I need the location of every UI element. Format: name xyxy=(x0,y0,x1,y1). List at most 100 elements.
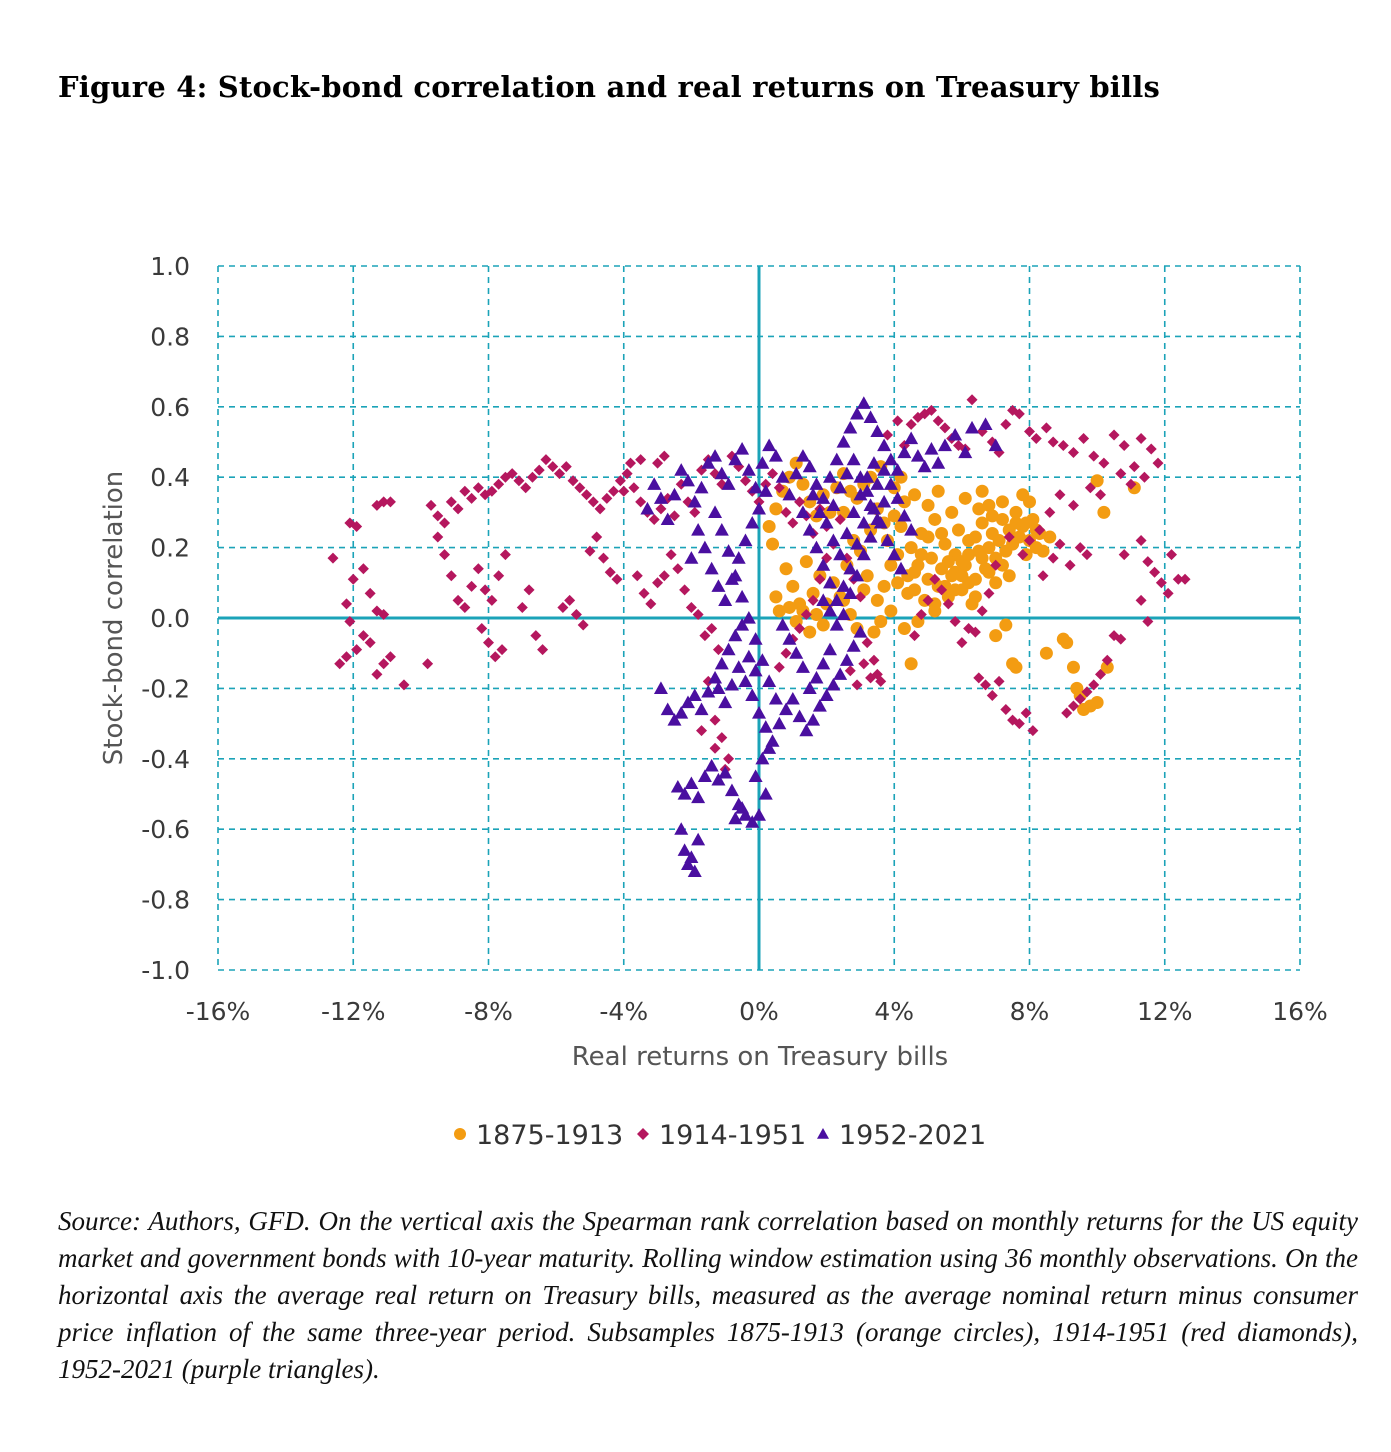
data-point-diamond xyxy=(347,573,359,585)
data-point-triangle xyxy=(843,420,858,434)
data-point-circle xyxy=(975,484,989,498)
data-point-triangle xyxy=(745,515,760,529)
data-point-triangle xyxy=(721,642,736,656)
data-point-diamond xyxy=(570,608,582,620)
data-point-diamond xyxy=(773,482,785,494)
data-point-circle xyxy=(985,509,999,523)
data-point-triangle xyxy=(863,410,878,423)
data-point-diamond xyxy=(493,570,505,582)
y-tick-label: -0.4 xyxy=(141,745,190,774)
data-point-triangle xyxy=(792,709,807,723)
data-point-circle xyxy=(867,625,881,639)
data-point-triangle xyxy=(687,864,702,878)
data-point-circle xyxy=(772,604,786,618)
data-point-circle xyxy=(1036,544,1050,558)
data-point-triangle xyxy=(748,480,763,494)
data-points xyxy=(327,394,1191,878)
data-point-diamond xyxy=(1067,447,1079,459)
data-point-diamond xyxy=(1067,700,1079,712)
data-point-triangle xyxy=(670,779,685,793)
data-point-triangle xyxy=(748,769,763,782)
data-point-triangle xyxy=(697,769,712,782)
data-point-circle xyxy=(962,548,976,562)
data-point-diamond xyxy=(526,471,538,483)
data-point-diamond xyxy=(706,623,718,635)
data-point-diamond xyxy=(1013,408,1025,420)
data-point-diamond xyxy=(685,601,697,613)
data-point-triangle xyxy=(894,561,909,575)
data-point-triangle xyxy=(873,515,888,529)
data-point-triangle xyxy=(758,787,773,800)
data-point-diamond xyxy=(520,482,532,494)
data-point-diamond xyxy=(459,601,471,613)
data-point-diamond xyxy=(472,482,484,494)
data-point-circle xyxy=(874,615,888,629)
y-tick-label: -1.0 xyxy=(141,956,190,985)
legend-label: 1952-2021 xyxy=(839,1120,986,1151)
scatter-chart: 1.0 0.8 0.6 0.4 0.2 0.0 -0.2 -0.4 -0.6 -0.8 -1.0 -… xyxy=(99,252,1328,1151)
data-point-diamond xyxy=(679,584,691,596)
data-point-diamond xyxy=(591,531,603,543)
data-point-triangle xyxy=(691,832,706,846)
legend-label: 1914-1951 xyxy=(659,1120,806,1151)
data-point-diamond xyxy=(689,506,701,518)
data-point-diamond xyxy=(1061,707,1073,719)
data-point-circle xyxy=(968,590,982,604)
data-point-circle xyxy=(982,498,996,512)
data-point-triangle xyxy=(823,642,838,656)
data-point-triangle xyxy=(724,677,739,691)
data-point-triangle xyxy=(711,681,726,694)
data-point-triangle xyxy=(812,505,827,518)
data-point-circle xyxy=(975,516,989,530)
data-point-triangle xyxy=(829,452,844,466)
data-point-diamond xyxy=(445,570,457,582)
data-point-diamond xyxy=(1108,429,1120,441)
data-point-triangle xyxy=(816,491,831,504)
data-point-circle xyxy=(1060,636,1074,650)
data-point-diamond xyxy=(868,654,880,666)
data-point-diamond xyxy=(1024,535,1035,547)
data-point-triangle xyxy=(674,463,689,476)
data-point-triangle xyxy=(691,523,706,536)
data-point-triangle xyxy=(819,688,834,702)
data-point-diamond xyxy=(1172,573,1184,585)
data-point-triangle xyxy=(833,480,848,494)
data-point-diamond xyxy=(587,496,599,508)
data-point-triangle xyxy=(680,857,695,870)
data-point-diamond xyxy=(1064,559,1076,571)
data-point-triangle xyxy=(762,438,777,452)
data-point-triangle xyxy=(724,783,739,797)
data-point-circle xyxy=(1039,646,1053,660)
data-point-diamond xyxy=(1017,549,1029,561)
data-point-diamond xyxy=(499,549,511,561)
data-point-diamond xyxy=(854,591,866,603)
x-axis-label: Real returns on Treasury bills xyxy=(572,1042,948,1072)
data-point-diamond xyxy=(814,573,826,585)
x-tick-label: -16% xyxy=(186,997,251,1026)
data-point-circle xyxy=(1090,695,1104,709)
data-point-circle xyxy=(938,537,952,551)
data-point-diamond xyxy=(516,601,528,613)
data-point-diamond xyxy=(523,584,535,596)
data-point-diamond xyxy=(618,485,630,497)
data-point-circle xyxy=(989,629,1003,643)
data-point-diamond xyxy=(709,714,721,726)
data-point-circle xyxy=(951,523,965,537)
data-point-diamond xyxy=(357,563,369,575)
data-point-circle xyxy=(1023,495,1036,509)
data-point-circle xyxy=(955,569,969,583)
data-point-diamond xyxy=(1098,457,1110,469)
data-point-diamond xyxy=(1074,693,1086,705)
data-point-diamond xyxy=(794,623,806,635)
data-point-circle xyxy=(884,558,898,572)
data-point-diamond xyxy=(1020,707,1032,719)
data-point-diamond xyxy=(327,552,339,564)
data-point-triangle xyxy=(684,776,699,790)
data-point-diamond xyxy=(351,644,363,656)
data-point-triangle xyxy=(850,568,865,582)
data-point-diamond xyxy=(608,485,620,497)
data-point-diamond xyxy=(506,468,518,480)
data-point-diamond xyxy=(466,492,478,504)
zero-axes xyxy=(218,266,1300,970)
data-point-triangle xyxy=(718,765,733,779)
